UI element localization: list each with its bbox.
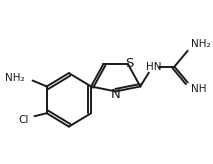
Text: NH₂: NH₂	[190, 39, 210, 49]
Text: NH₂: NH₂	[5, 72, 25, 82]
Text: HN: HN	[146, 62, 161, 72]
Text: N: N	[111, 88, 121, 101]
Text: Cl: Cl	[18, 115, 29, 125]
Text: S: S	[125, 57, 133, 70]
Text: NH: NH	[191, 84, 207, 94]
